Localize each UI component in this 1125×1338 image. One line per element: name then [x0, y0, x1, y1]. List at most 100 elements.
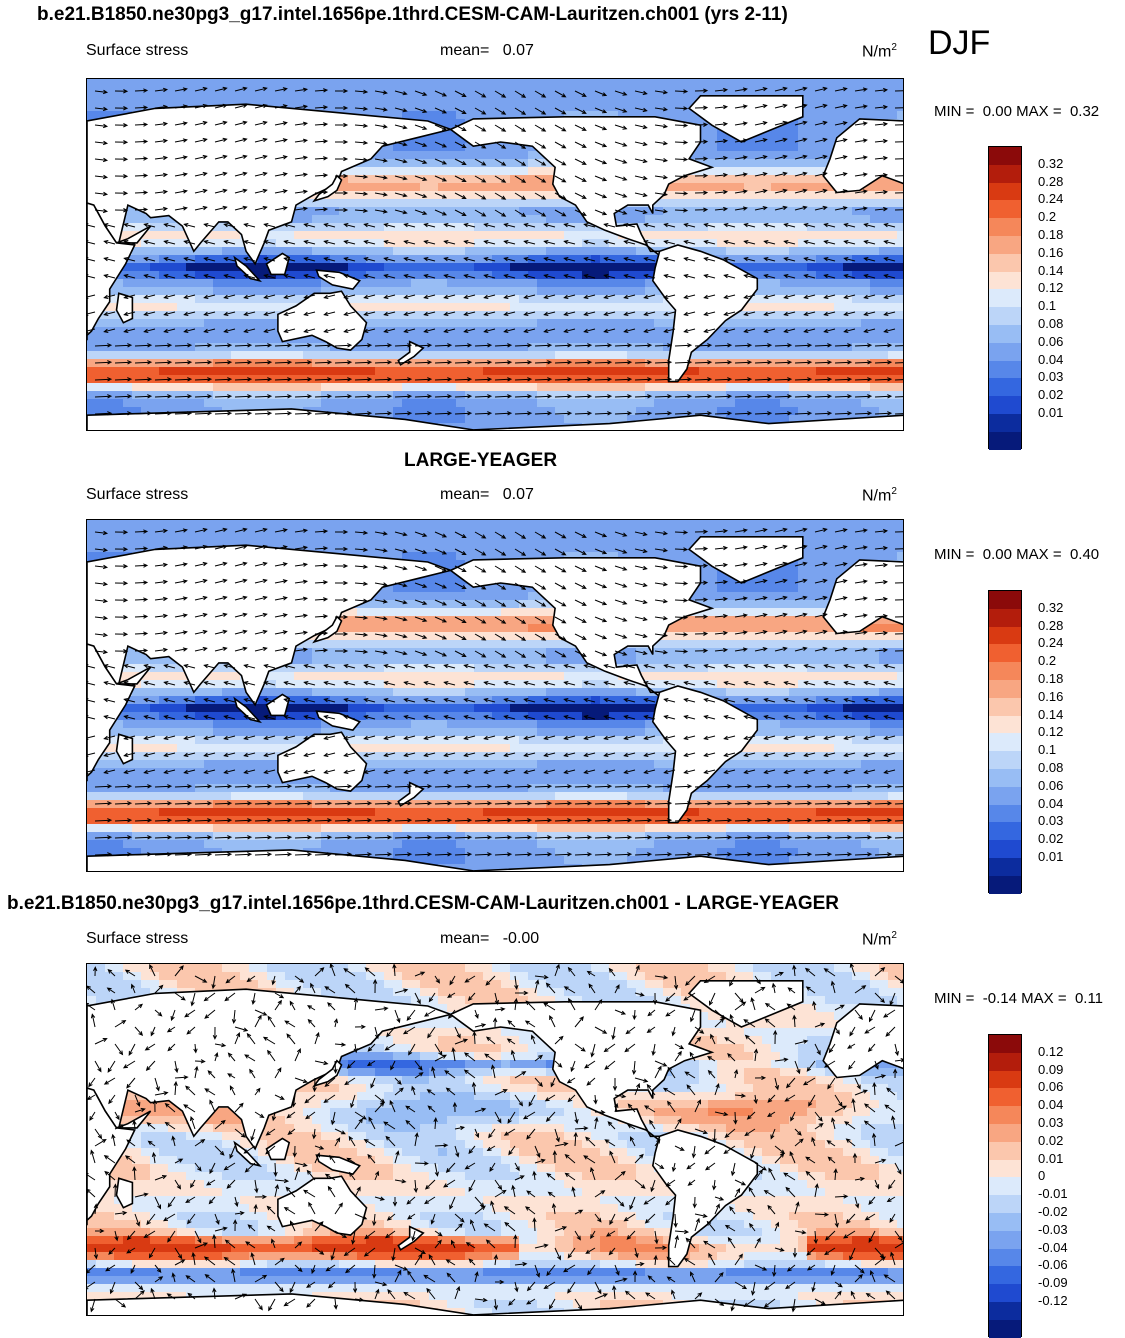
panel-1-units-exp: 2	[891, 42, 897, 53]
colorbar-box	[989, 662, 1021, 680]
colorbar-box	[989, 787, 1021, 805]
panel-1-units-text: N/m	[862, 43, 891, 60]
colorbar-box	[989, 1213, 1021, 1231]
colorbar-box	[989, 1231, 1021, 1249]
panel-3-units-exp: 2	[891, 930, 897, 941]
colorbar-box	[989, 1284, 1021, 1302]
colorbar-box	[989, 1142, 1021, 1160]
panel-1-title: b.e21.B1850.ne30pg3_g17.intel.1656pe.1th…	[37, 4, 788, 26]
panel-3-max-value: 0.11	[1075, 990, 1103, 1007]
colorbar-box	[989, 1302, 1021, 1320]
panel-2-units-exp: 2	[891, 486, 897, 497]
panel-2-field: Surface stress	[86, 486, 188, 504]
colorbar-label: 0.2	[1038, 209, 1056, 224]
season-label: DJF	[928, 24, 990, 63]
panel-2-mean-value: 0.07	[503, 486, 534, 503]
colorbar-box	[989, 218, 1021, 236]
panel-3-colorbar	[988, 1034, 1022, 1337]
panel-2-mean-label: mean=	[440, 486, 489, 503]
colorbar-label: 0.14	[1038, 707, 1063, 722]
colorbar-box	[989, 716, 1021, 734]
colorbar-box	[989, 361, 1021, 379]
panel-3-mean-value: -0.00	[503, 930, 539, 947]
colorbar-label: 0.02	[1038, 387, 1063, 402]
colorbar-label: 0.1	[1038, 298, 1056, 313]
panel-1-mean-label: mean=	[440, 42, 489, 59]
colorbar-label: 0.32	[1038, 600, 1063, 615]
colorbar-label: 0.01	[1038, 1151, 1063, 1166]
panel-1-min-value: 0.00	[983, 103, 1012, 120]
colorbar-box	[989, 307, 1021, 325]
colorbar-box	[989, 272, 1021, 290]
panel-2-min-value: 0.00	[983, 546, 1012, 563]
colorbar-box	[989, 644, 1021, 662]
colorbar-box	[989, 627, 1021, 645]
colorbar-box	[989, 1249, 1021, 1267]
colorbar-box	[989, 680, 1021, 698]
colorbar-label: 0.28	[1038, 618, 1063, 633]
panel-1-field: Surface stress	[86, 42, 188, 60]
colorbar-box	[989, 591, 1021, 609]
colorbar-label: -0.02	[1038, 1204, 1068, 1219]
panel-3-units: N/m2	[862, 930, 897, 949]
colorbar-label: 0.03	[1038, 1115, 1063, 1130]
colorbar-box	[989, 769, 1021, 787]
colorbar-label: 0.03	[1038, 369, 1063, 384]
panel-3-title: b.e21.B1850.ne30pg3_g17.intel.1656pe.1th…	[7, 893, 839, 915]
colorbar-label: 0.14	[1038, 263, 1063, 278]
panel-1-units: N/m2	[862, 42, 897, 61]
colorbar-label: -0.01	[1038, 1186, 1068, 1201]
panel-2-colorbar	[988, 590, 1022, 893]
colorbar-label: 0.06	[1038, 778, 1063, 793]
panel-3-minmax: MIN = -0.14 MAX = 0.11	[934, 990, 1103, 1007]
colorbar-box	[989, 396, 1021, 414]
colorbar-box	[989, 343, 1021, 361]
colorbar-box	[989, 1124, 1021, 1142]
colorbar-label: 0.08	[1038, 760, 1063, 775]
colorbar-box	[989, 1177, 1021, 1195]
panel-2-units-text: N/m	[862, 487, 891, 504]
colorbar-box	[989, 840, 1021, 858]
panel-3-min-value: -0.14	[983, 990, 1017, 1007]
panel-1-mean-value: 0.07	[503, 42, 534, 59]
panel-2-max-value: 0.40	[1070, 546, 1099, 563]
colorbar-label: 0.01	[1038, 849, 1063, 864]
colorbar-box	[989, 1160, 1021, 1178]
colorbar-label: 0.08	[1038, 316, 1063, 331]
colorbar-label: 0.12	[1038, 280, 1063, 295]
colorbar-box	[989, 1071, 1021, 1089]
colorbar-label: 0	[1038, 1168, 1045, 1183]
colorbar-label: -0.06	[1038, 1257, 1068, 1272]
panel-2-minmax: MIN = 0.00 MAX = 0.40	[934, 546, 1099, 563]
colorbar-box	[989, 1088, 1021, 1106]
colorbar-box	[989, 1320, 1021, 1338]
colorbar-box	[989, 733, 1021, 751]
colorbar-box	[989, 289, 1021, 307]
colorbar-label: 0.32	[1038, 156, 1063, 171]
colorbar-box	[989, 414, 1021, 432]
panel-3-map	[86, 963, 904, 1316]
panel-2-max-label: MAX =	[1016, 546, 1061, 563]
panel-3-mean: mean= -0.00	[440, 930, 539, 948]
colorbar-box	[989, 432, 1021, 450]
colorbar-label: -0.09	[1038, 1275, 1068, 1290]
colorbar-box	[989, 236, 1021, 254]
panel-2-map	[86, 519, 904, 872]
colorbar-box	[989, 1053, 1021, 1071]
colorbar-box	[989, 1106, 1021, 1124]
colorbar-label: 0.02	[1038, 1133, 1063, 1148]
colorbar-label: 0.16	[1038, 689, 1063, 704]
colorbar-label: 0.06	[1038, 1079, 1063, 1094]
colorbar-label: 0.12	[1038, 1044, 1063, 1059]
colorbar-box	[989, 1195, 1021, 1213]
colorbar-label: -0.12	[1038, 1293, 1068, 1308]
colorbar-label: 0.09	[1038, 1062, 1063, 1077]
colorbar-box	[989, 378, 1021, 396]
panel-1-minmax: MIN = 0.00 MAX = 0.32	[934, 103, 1099, 120]
colorbar-box	[989, 822, 1021, 840]
colorbar-box	[989, 876, 1021, 894]
panel-1-max-value: 0.32	[1070, 103, 1099, 120]
colorbar-box	[989, 751, 1021, 769]
colorbar-label: 0.18	[1038, 227, 1063, 242]
colorbar-label: 0.28	[1038, 174, 1063, 189]
